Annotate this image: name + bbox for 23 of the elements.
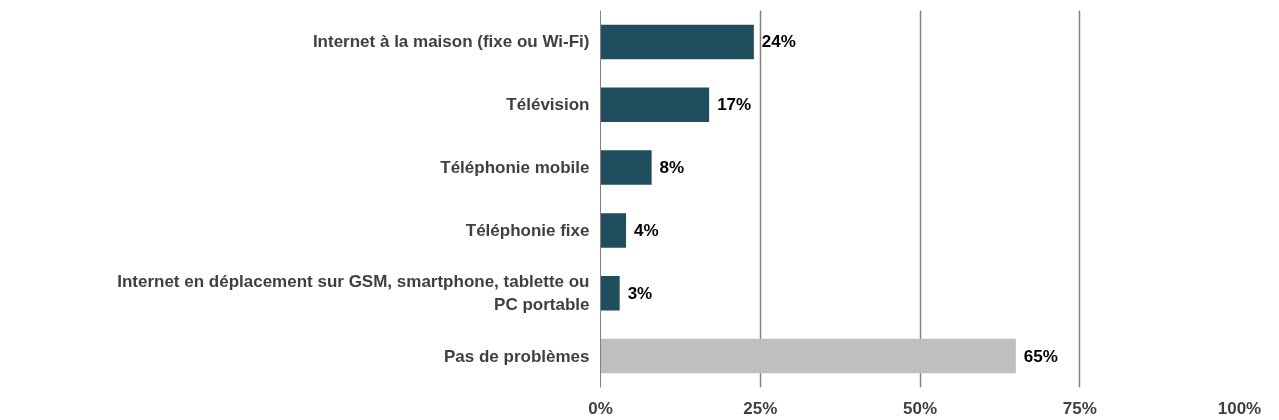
bar [600, 24, 754, 60]
x-tick-label: 25% [743, 398, 778, 418]
x-tick-label: 50% [902, 398, 938, 418]
y-tick-label: Téléphonie mobile [440, 158, 590, 178]
x-tick-label: 100% [1217, 398, 1262, 418]
y-tick-label: Internet à la maison (fixe ou Wi-Fi) [312, 32, 590, 52]
data-label: 8% [659, 158, 685, 178]
data-label: 3% [627, 283, 653, 303]
bar [600, 87, 710, 123]
data-label: 4% [634, 220, 659, 240]
bar [600, 150, 652, 185]
y-tick-label: Téléphonie fixe [465, 220, 590, 240]
x-tick-label: 0% [588, 398, 613, 418]
bar [600, 213, 627, 248]
data-label: 24% [761, 32, 796, 52]
y-tick-label: Pas de problèmes [444, 346, 590, 366]
y-tick-label: Télévision [506, 95, 590, 115]
bar [600, 338, 1016, 374]
x-tick-label: 75% [1062, 398, 1097, 418]
bar [600, 275, 620, 311]
y-tick-label: Internet en déplacement sur GSM, smartphone, tablette ou PC portable [117, 272, 590, 315]
data-label: 17% [717, 95, 752, 115]
data-label: 65% [1023, 346, 1058, 366]
